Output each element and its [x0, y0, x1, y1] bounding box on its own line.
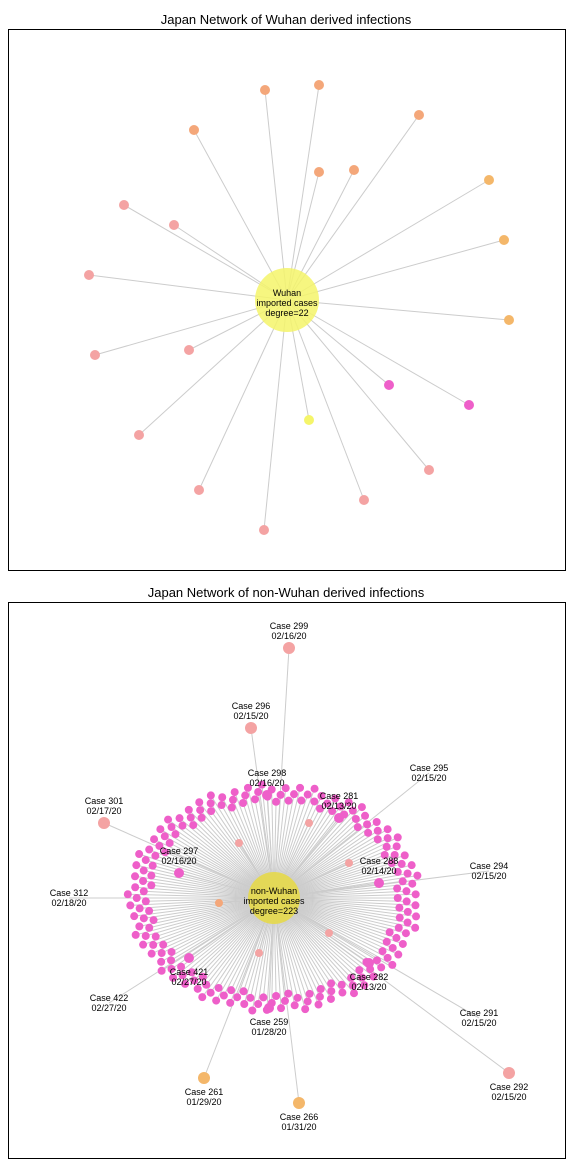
- nonwuhan-inner-node: [255, 949, 263, 957]
- nonwuhan-center-label: non-Wuhanimported casesdegree=223: [243, 886, 305, 916]
- nonwuhan-inner-node: [215, 899, 223, 907]
- nonwuhan-labeled-node: [503, 1067, 515, 1079]
- nonwuhan-labeled-node: [98, 817, 110, 829]
- panel2-svg: non-Wuhanimported casesdegree=223 Case 29…: [9, 603, 565, 1158]
- nonwuhan-labeled-node: [245, 722, 257, 734]
- wuhan-outer-node: [314, 80, 324, 90]
- nonwuhan-node-label: Case 26601/31/20: [280, 1112, 319, 1132]
- nonwuhan-labeled-node: [184, 953, 194, 963]
- nonwuhan-node-label: Case 31202/18/20: [50, 888, 89, 908]
- wuhan-outer-node: [464, 400, 474, 410]
- nonwuhan-labeled-node: [262, 790, 272, 800]
- nonwuhan-node-label: Case 42202/27/20: [90, 993, 129, 1013]
- nonwuhan-node-label: Case 29102/15/20: [460, 1008, 499, 1028]
- nonwuhan-node-label: Case 25901/28/20: [250, 1017, 289, 1037]
- nonwuhan-node-label: Case 28102/13/20: [320, 791, 359, 811]
- panel1-svg: Wuhanimported casesdegree=22: [9, 30, 565, 570]
- wuhan-outer-node: [189, 125, 199, 135]
- nonwuhan-labeled-node: [334, 813, 344, 823]
- nonwuhan-labeled-node: [198, 1072, 210, 1084]
- nonwuhan-node-label: Case 29702/16/20: [160, 846, 199, 866]
- nonwuhan-node-label: Case 26101/29/20: [185, 1087, 224, 1107]
- wuhan-outer-node: [90, 350, 100, 360]
- wuhan-outer-node: [424, 465, 434, 475]
- wuhan-outer-node: [414, 110, 424, 120]
- wuhan-outer-node: [119, 200, 129, 210]
- nonwuhan-inner-node: [235, 839, 243, 847]
- nonwuhan-node-label: Case 28802/14/20: [360, 856, 399, 876]
- wuhan-outer-node: [314, 167, 324, 177]
- nonwuhan-labeled-node: [374, 878, 384, 888]
- nonwuhan-node-label: Case 29602/15/20: [232, 701, 271, 721]
- nonwuhan-labeled-node: [283, 642, 295, 654]
- nonwuhan-labeled-node: [264, 1003, 274, 1013]
- wuhan-outer-node: [134, 430, 144, 440]
- nonwuhan-node-label: Case 30102/17/20: [85, 796, 124, 816]
- wuhan-outer-node: [484, 175, 494, 185]
- nonwuhan-node-label: Case 29202/15/20: [490, 1082, 529, 1102]
- wuhan-outer-node: [169, 220, 179, 230]
- nonwuhan-labeled-node: [293, 1097, 305, 1109]
- wuhan-outer-node: [304, 415, 314, 425]
- wuhan-outer-node: [359, 495, 369, 505]
- nonwuhan-node-label: Case 29502/15/20: [410, 763, 449, 783]
- nonwuhan-node-label: Case 42102/27/20: [170, 967, 209, 987]
- wuhan-outer-node: [499, 235, 509, 245]
- nonwuhan-inner-node: [305, 819, 313, 827]
- wuhan-outer-node: [260, 85, 270, 95]
- nonwuhan-node-label: Case 29802/16/20: [248, 768, 287, 788]
- wuhan-outer-node: [184, 345, 194, 355]
- wuhan-outer-node: [384, 380, 394, 390]
- wuhan-outer-node: [84, 270, 94, 280]
- nonwuhan-node-label: Case 29902/16/20: [270, 621, 309, 641]
- panel1-title: Japan Network of Wuhan derived infection…: [8, 12, 564, 27]
- panel2-title: Japan Network of non-Wuhan derived infec…: [8, 585, 564, 600]
- nonwuhan-labeled-node: [364, 958, 374, 968]
- panel1-frame: Wuhanimported casesdegree=22: [8, 29, 566, 571]
- wuhan-outer-node: [504, 315, 514, 325]
- nonwuhan-node-label: Case 29402/15/20: [470, 861, 509, 881]
- nonwuhan-inner-node: [345, 859, 353, 867]
- wuhan-outer-node: [194, 485, 204, 495]
- nonwuhan-inner-node: [325, 929, 333, 937]
- nonwuhan-labeled-node: [174, 868, 184, 878]
- panel2-frame: non-Wuhanimported casesdegree=223 Case 29…: [8, 602, 566, 1159]
- nonwuhan-node-label: Case 28202/13/20: [350, 972, 389, 992]
- wuhan-outer-node: [259, 525, 269, 535]
- wuhan-outer-node: [349, 165, 359, 175]
